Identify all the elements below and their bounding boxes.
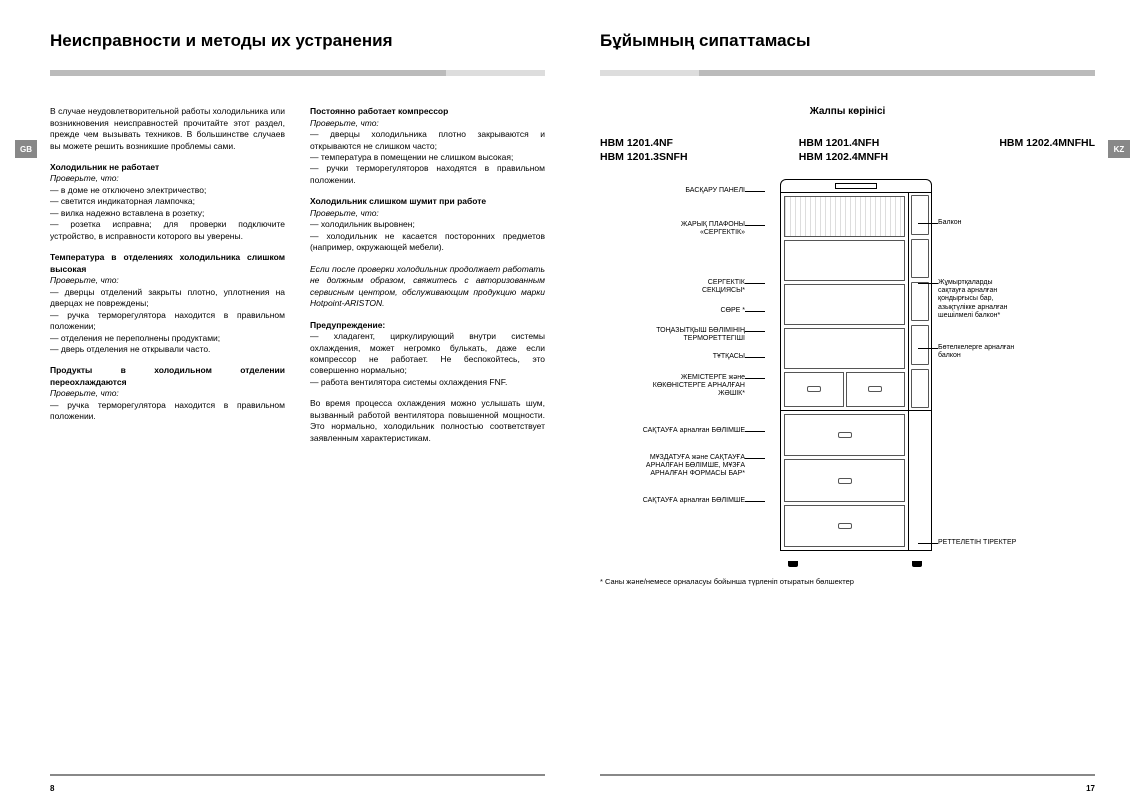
left-col-1: В случае неудовлетворительной работы хол… [50,106,285,774]
check-label: Проверьте, что: [310,208,379,218]
callout-right: Бөтелкелерге арналған балкон [938,344,1088,360]
control-panel [781,180,931,193]
check-label: Проверьте, что: [50,388,119,398]
left-col-2: Постоянно работает компрессор Проверьте,… [310,106,545,774]
check-label: Проверьте, что: [50,275,119,285]
lang-tab-kz: KZ [1108,140,1130,158]
warning-head: Предупреждение: [310,320,385,330]
fridge-diagram: БАСҚАРУ ПАНЕЛІЖАРЫҚ ПЛАФОНЫ «СЕРГЕКТІК»С… [600,179,1095,559]
freezer-drawer [784,459,905,502]
fridge-body [780,179,932,551]
model-b: HBM 1201.4NFH HBM 1202.4MNFH [799,137,888,164]
callout-left: ЖАРЫҚ ПЛАФОНЫ «СЕРГЕКТІК» [575,221,745,237]
list-compressor: — дверцы холодильника плотно закрываются… [310,129,545,186]
callout-right: РЕТТЕЛЕТІН ТІРЕКТЕР [938,539,1088,547]
crisper-drawer [846,372,906,407]
h-compressor: Постоянно работает компрессор [310,106,545,117]
callout-left: ТҰТҚАСЫ [575,353,745,361]
list-temp-high: — дверцы отделений закрыты плотно, уплот… [50,287,285,356]
subhead: Жалпы көрінісі [600,106,1095,117]
callout-left: САҚТАУҒА арналған БӨЛІМШЕ [575,497,745,505]
footnote: * Саны және/немесе орналасуы бойынша түр… [600,577,1095,586]
shelf [784,328,905,369]
freezer-door [908,411,931,551]
shelf [784,196,905,237]
feet [780,561,930,567]
check-label: Проверьте, что: [310,118,379,128]
left-title: Неисправности и методы их устранения [50,30,545,52]
h-temp-high: Температура в отделениях холодильника сл… [50,252,285,275]
callout-right: Жұмыртқаларды сақтауға арналған қондырғы… [938,279,1088,319]
warning-list: — хладагент, циркулирующий внутри систем… [310,331,545,388]
h-overcool: Продукты в холодильном отделении переохл… [50,365,285,388]
callout-left: БАСҚАРУ ПАНЕЛІ [575,187,745,195]
freezer-drawer [784,414,905,457]
h-noise: Холодильник слишком шумит при работе [310,196,545,207]
fan-note: Во время процесса охлаждения можно услыш… [310,398,545,444]
model-c: HBM 1202.4MNFHL [999,137,1095,164]
callout-left: ЖЕМІСТЕРГЕ және КӨКӨНІСТЕРГЕ АРНАЛҒАН ЖӘ… [575,374,745,398]
list-noise: — холодильник выровнен; — холодильник не… [310,219,545,253]
crisper-drawer [784,372,844,407]
service-note: Если после проверки холодильник продолжа… [310,264,545,310]
refrigerator-section [781,193,931,410]
callout-left: СЕРГЕКТІК СЕКЦИЯСЫ* [575,279,745,295]
check-label: Проверьте, что: [50,173,119,183]
door-bins [908,193,931,409]
bottom-rule [600,774,1095,776]
callout-left: САҚТАУҒА арналған БӨЛІМШЕ [575,427,745,435]
page-number-right: 17 [600,784,1095,793]
list-overcool: — ручка терморегулятора находится в прав… [50,400,285,423]
shelf [784,240,905,281]
page-number-left: 8 [50,784,545,793]
callout-right: Балкон [938,219,1088,227]
right-bar [600,70,1095,76]
callout-left: МҰЗДАТУҒА және САҚТАУҒА АРНАЛҒАН БӨЛІМШЕ… [575,454,745,478]
right-title: Бұйымның сипаттамасы [600,30,1095,52]
intro-text: В случае неудовлетворительной работы хол… [50,106,285,152]
left-page: Неисправности и методы их устранения В с… [0,0,560,808]
model-a: HBM 1201.4NF HBM 1201.3SNFH [600,137,688,164]
callout-left: ТОҢАЗЫТҚЫШ БӨЛІМІНІҢ ТЕРМОРЕТТЕГІШІ [575,327,745,343]
freezer-section [781,411,931,551]
shelf [784,284,905,325]
callout-left: СӨРЕ * [575,307,745,315]
right-page: Бұйымның сипаттамасы Жалпы көрінісі HBM … [560,0,1145,808]
models-row: HBM 1201.4NF HBM 1201.3SNFH HBM 1201.4NF… [600,137,1095,164]
lang-tab-gb: GB [15,140,37,158]
left-bar [50,70,545,76]
h-not-working: Холодильник не работает [50,162,285,173]
freezer-drawer [784,505,905,548]
list-not-working: — в доме не отключено электричество; — с… [50,185,285,242]
bottom-rule [50,774,545,776]
